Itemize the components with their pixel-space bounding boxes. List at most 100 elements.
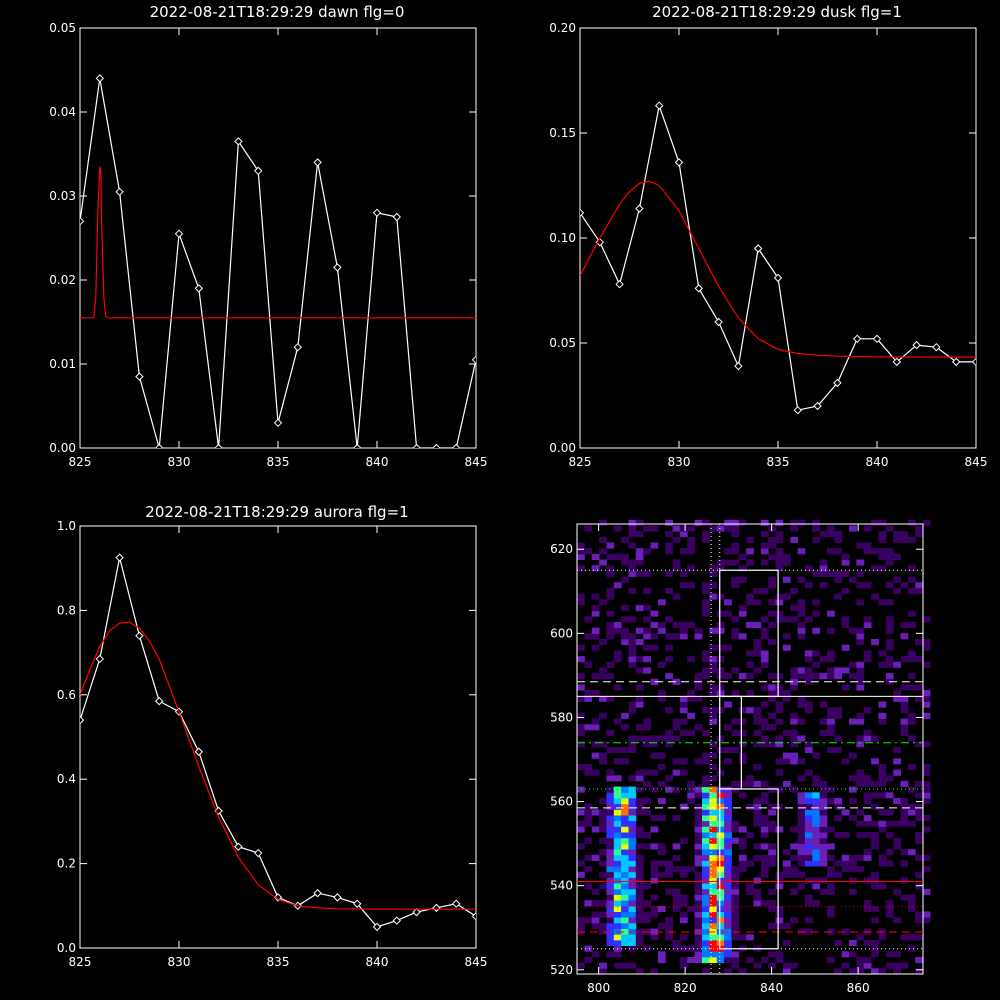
image-pixel (753, 894, 762, 901)
image-pixel (716, 894, 725, 901)
image-pixel (591, 565, 600, 572)
image-pixel (724, 746, 732, 753)
image-pixel (657, 599, 666, 606)
image-pixel (827, 712, 835, 719)
image-pixel (812, 815, 821, 822)
image-pixel (731, 627, 740, 634)
dusk-data-point (813, 401, 822, 411)
image-pixel (768, 576, 776, 583)
image-pixel (849, 752, 857, 759)
image-pixel (907, 820, 916, 827)
image-pixel (856, 968, 865, 975)
image-pixel (665, 633, 673, 640)
image-pixel (709, 888, 718, 895)
image-pixel (577, 809, 585, 816)
image-pixel (694, 843, 703, 850)
image-pixel (679, 803, 688, 810)
image-pixel (687, 565, 696, 572)
image-pixel (849, 888, 857, 895)
image-pixel (804, 673, 813, 680)
dusk-data-point (674, 158, 684, 167)
image-pixel (635, 809, 644, 816)
image-pixel (591, 888, 600, 895)
image-pixel (702, 951, 710, 958)
image-pixel (694, 860, 703, 867)
image-pixel (856, 934, 865, 941)
image-pixel (768, 860, 776, 867)
image-pixel (827, 724, 835, 731)
image-pixel (753, 803, 762, 810)
image-pixel (694, 888, 703, 895)
image-pixel (665, 888, 673, 895)
image-pixel (650, 622, 659, 629)
image-pixel (613, 650, 622, 657)
image-pixel (753, 599, 762, 606)
image-pixel (716, 769, 725, 776)
image-pixel (812, 832, 821, 839)
image-pixel (643, 832, 651, 839)
aurora-y-tick-label: 0.8 (57, 603, 76, 617)
image-pixel (834, 707, 843, 714)
image-pixel (746, 803, 754, 810)
image-pixel (591, 922, 600, 929)
image-pixel (738, 866, 747, 873)
image-pixel (856, 667, 865, 674)
image-pixel (827, 531, 835, 538)
image-pixel (915, 809, 923, 816)
image-pixel (775, 735, 784, 742)
image-pixel (628, 860, 637, 867)
image-pixel (775, 741, 784, 748)
image-pixel (724, 786, 732, 793)
image-pixel (621, 900, 629, 907)
image-pixel (613, 905, 622, 912)
image-pixel (753, 707, 762, 714)
image-pixel (577, 724, 585, 731)
image-pixel (584, 945, 593, 952)
image-pixel (702, 605, 710, 612)
image-pixel (790, 826, 798, 833)
image-pixel (621, 616, 629, 623)
image-pixel (797, 627, 806, 634)
image-pixel (643, 900, 651, 907)
image-pixel (716, 837, 725, 844)
image-pixel (804, 815, 813, 822)
image-pixel (790, 735, 798, 742)
image-pixel (716, 922, 725, 929)
image-pixel (577, 656, 585, 663)
image-pixel (856, 809, 865, 816)
image-pixel (643, 656, 651, 663)
image-pixel (577, 871, 585, 878)
image-pixel (878, 968, 887, 975)
image-pixel (900, 934, 909, 941)
image-pixel (635, 939, 644, 946)
image-pixel (738, 826, 747, 833)
image-pixel (694, 957, 703, 964)
image-pixel (621, 866, 629, 873)
image-pixel (907, 718, 916, 725)
image-pixel (606, 951, 615, 958)
image-pixel (621, 894, 629, 901)
image-pixel (819, 718, 828, 725)
image-pixel (621, 803, 629, 810)
image-pixel (907, 536, 916, 543)
image-pixel (599, 860, 607, 867)
image-pixel (746, 883, 754, 890)
image-pixel (716, 911, 725, 918)
dawn-y-tick-label: 0.03 (49, 189, 76, 203)
image-pixel (885, 905, 894, 912)
image-pixel (856, 627, 865, 634)
aurora-data-point (471, 912, 476, 921)
image-pixel (702, 957, 710, 964)
image-pixel (907, 673, 916, 680)
image-pixel (738, 610, 747, 617)
image-pixel (621, 849, 629, 856)
image-pixel (885, 661, 894, 668)
aurora-x-tick-label: 845 (465, 955, 488, 969)
image-pixel (628, 826, 637, 833)
image-pixel (907, 519, 916, 526)
image-pixel (606, 883, 615, 890)
image-pixel (900, 684, 909, 691)
image-pixel (694, 792, 703, 799)
image-pixel (665, 673, 673, 680)
